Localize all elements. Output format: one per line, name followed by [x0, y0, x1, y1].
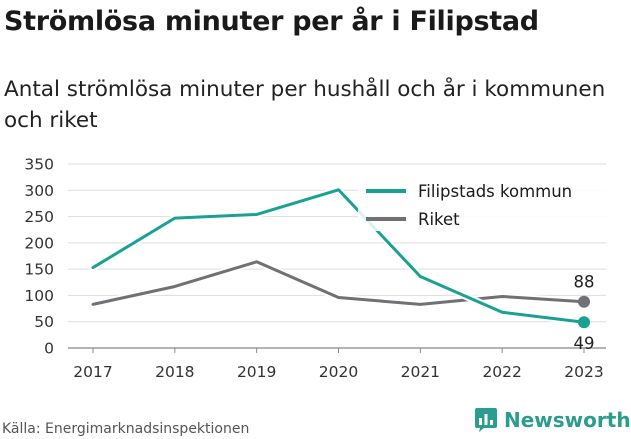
- x-tick-label: 2021: [401, 363, 440, 381]
- y-tick-label: 50: [34, 313, 54, 331]
- source-note: Källa: Energimarknadsinspektionen: [2, 421, 250, 437]
- series-line-riket: [91, 260, 586, 306]
- x-tick-label: 2018: [155, 363, 194, 381]
- y-tick-label: 150: [24, 261, 54, 279]
- x-axis-tick-labels: 2017 2018 2019 2020 2021 2022 2023: [73, 348, 604, 381]
- y-tick-label: 250: [24, 208, 54, 226]
- y-tick-label: 200: [24, 234, 54, 252]
- y-tick-label: 100: [24, 287, 54, 305]
- chart-subtitle: Antal strömlösa minuter per hushåll och …: [4, 77, 606, 133]
- legend: Filipstads kommun Riket: [358, 179, 608, 231]
- chart-title: Strömlösa minuter per år i Filipstad: [4, 6, 539, 37]
- end-value-label: 49: [574, 334, 595, 353]
- y-tick-label: 350: [24, 156, 54, 174]
- x-tick-label: 2017: [73, 363, 112, 381]
- x-tick-label: 2019: [237, 363, 276, 381]
- series-lines: [89, 186, 590, 329]
- series-line-filipstads-kommun: [91, 188, 586, 324]
- series-end-point-riket: [578, 295, 590, 308]
- series-end-point-filipstads-kommun: [578, 316, 590, 329]
- legend-label: Riket: [418, 210, 460, 229]
- brand-name: Newsworthy: [504, 408, 631, 432]
- grid-lines: [68, 163, 606, 349]
- y-tick-label: 300: [24, 182, 54, 200]
- x-tick-label: 2023: [564, 363, 603, 381]
- brand-logo: Newsworthy: [474, 407, 631, 433]
- y-tick-label: 0: [44, 340, 54, 358]
- legend-label: Filipstads kommun: [418, 182, 572, 201]
- end-labels: 49 88: [574, 273, 595, 354]
- y-axis-tick-labels: 0 50 100 150 200 250 300 350: [24, 156, 54, 358]
- x-tick-label: 2022: [482, 363, 521, 381]
- newsworthy-logo-icon: [475, 408, 497, 432]
- end-value-label: 88: [574, 273, 595, 292]
- x-tick-label: 2020: [319, 363, 358, 381]
